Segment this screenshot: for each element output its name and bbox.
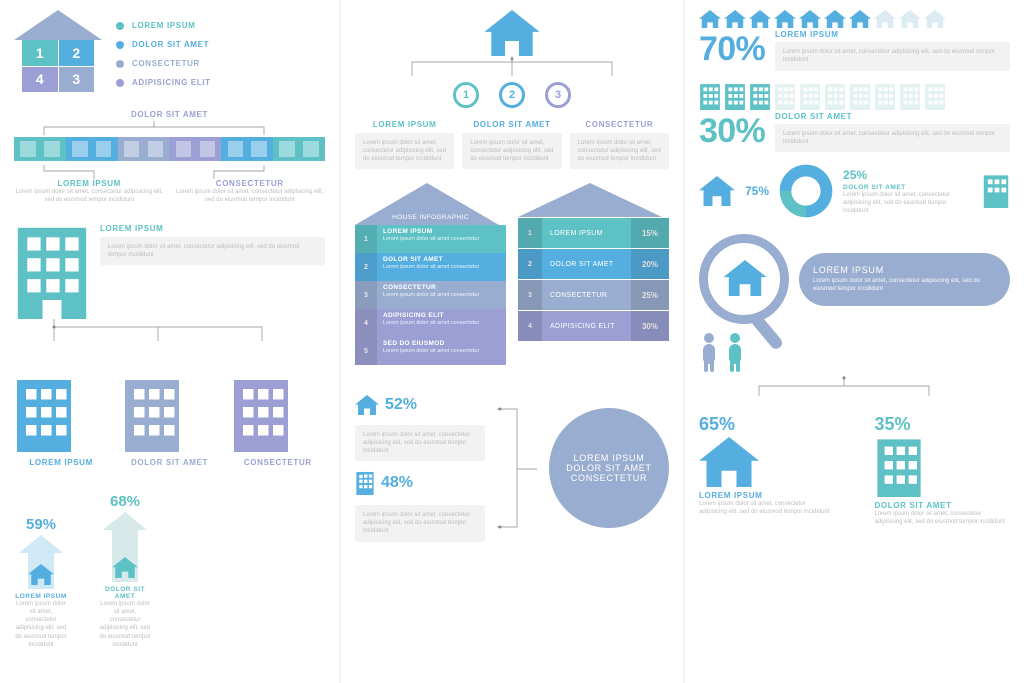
house-stack: HOUSE INFOGRAPHIC 1LOREM IPSUMLorem ipsu…	[355, 183, 506, 365]
split-item: 35%DOLOR SIT AMETLorem ipsum dolor sit a…	[875, 414, 1011, 526]
split-connector	[699, 376, 989, 396]
stack-roof-label: HOUSE INFOGRAPHIC	[355, 214, 506, 221]
building-icon	[982, 174, 1010, 208]
stat-2-pct: 30%	[699, 112, 765, 151]
donut-b-pct: 25%	[843, 168, 867, 182]
strip-left-label: LOREM IPSUM	[14, 179, 165, 188]
arrow-stat: 59%LOREM IPSUMLorem ipsum dolor sit amet…	[14, 516, 68, 649]
strip-connector-2	[14, 165, 294, 179]
three-item: DOLOR SIT AMET	[122, 377, 216, 467]
table-row: 2DOLOR SIT AMET20%	[518, 249, 669, 279]
table-row: 4ADIPISICING ELIT30%	[518, 311, 669, 341]
table-row: 1LOREM IPSUM15%	[518, 218, 669, 248]
pct-a-desc: Lorem ipsum dolor sit amet, consectetur …	[355, 425, 485, 461]
strip-connector	[14, 121, 294, 135]
split-item: 65%LOREM IPSUMLorem ipsum dolor sit amet…	[699, 414, 835, 526]
circle-l3: CONSECTETUR	[566, 473, 651, 483]
donut-b-label: DOLOR SIT AMET	[843, 184, 972, 191]
house-icon	[723, 260, 767, 296]
stat-2-label: DOLOR SIT AMET	[775, 112, 1010, 121]
tree-card: CONSECTETURLorem ipsum dolor sit amet, c…	[570, 116, 669, 169]
stat-1-desc: Lorem ipsum dolor sit amet, consectetur …	[775, 42, 1010, 70]
bullet-item: CONSECTETUR	[116, 59, 211, 68]
stat-1-label: LOREM IPSUM	[775, 30, 1010, 39]
bullet-item: ADIPISICING ELIT	[116, 78, 211, 87]
building-icon-large	[14, 224, 90, 319]
lens-pill: LOREM IPSUM Lorem ipsum dolor sit amet, …	[799, 253, 1010, 306]
tree-node: 2	[499, 82, 525, 108]
people-icons	[699, 332, 1010, 372]
strip-right-label: CONSECTETUR	[175, 179, 326, 188]
donut-b-desc: Lorem ipsum dolor sit amet, consectetur …	[843, 191, 972, 215]
icon-row-houses	[699, 10, 1010, 28]
building-strip	[14, 137, 325, 161]
bottom-connector	[497, 383, 537, 553]
icon-row-buildings	[699, 83, 1010, 111]
strip-right-desc: Lorem ipsum dolor sit amet, consectetur …	[175, 188, 326, 204]
pct-row-b: 48%	[355, 471, 485, 495]
circle-l1: LOREM IPSUM	[566, 453, 651, 463]
stack-row: 5SED DO EIUSMODLorem ipsum dolor sit ame…	[355, 337, 506, 365]
three-buildings: LOREM IPSUMDOLOR SIT AMETCONSECTETUR	[14, 377, 325, 467]
big-building-title: LOREM IPSUM	[100, 224, 325, 233]
tree-connector-1	[14, 319, 304, 341]
house-icon-root	[484, 10, 540, 56]
bullet-list: LOREM IPSUM DOLOR SIT AMET CONSECTETUR ADIP…	[116, 21, 211, 87]
pct-b-desc: Lorem ipsum dolor sit amet, consectetur …	[355, 505, 485, 541]
arrow-stat: 68%DOLOR SIT AMETLorem ipsum dolor sit a…	[98, 493, 152, 649]
bullet-item: LOREM IPSUM	[116, 21, 211, 30]
summary-circle: LOREM IPSUM DOLOR SIT AMET CONSECTETUR	[549, 408, 669, 528]
tree-node: 3	[545, 82, 571, 108]
big-building-desc: Lorem ipsum dolor sit amet, consectetur …	[100, 237, 325, 265]
magnifier-icon	[699, 234, 789, 324]
bullet-item: DOLOR SIT AMET	[116, 40, 211, 49]
lens-title: LOREM IPSUM	[813, 265, 996, 275]
column-1: 1243 LOREM IPSUMDOLOR SIT AMETCONSECTETU…	[0, 0, 339, 683]
lens-desc: Lorem ipsum dolor sit amet, consectetur …	[813, 278, 996, 294]
three-item: CONSECTETUR	[231, 377, 325, 467]
tree-node: 1	[453, 82, 479, 108]
tree-connector-2	[382, 56, 642, 76]
stack-row: 1LOREM IPSUMLorem ipsum dolor sit amet c…	[355, 225, 506, 253]
column-3: 70% LOREM IPSUM Lorem ipsum dolor sit am…	[683, 0, 1024, 683]
tree-card: DOLOR SIT AMETLorem ipsum dolor sit amet…	[462, 116, 561, 169]
three-item: LOREM IPSUM	[14, 377, 108, 467]
building-icon	[355, 471, 375, 495]
donut-chart	[779, 164, 833, 218]
pct-row-a: 52%	[355, 395, 485, 415]
circle-l2: DOLOR SIT AMET	[566, 463, 651, 473]
column-2: 123 LOREM IPSUMLorem ipsum dolor sit ame…	[339, 0, 683, 683]
house-quad: 1243	[14, 10, 102, 98]
donut-a-pct: 75%	[745, 184, 769, 198]
stat-1-pct: 70%	[699, 30, 765, 69]
house-icon	[355, 395, 379, 415]
house-icon	[699, 176, 735, 206]
stack-row: 3CONSECTETURLorem ipsum dolor sit amet c…	[355, 281, 506, 309]
pct-b: 48%	[381, 474, 413, 492]
pct-a: 52%	[385, 396, 417, 414]
arrow-stats: 59%LOREM IPSUMLorem ipsum dolor sit amet…	[14, 493, 325, 649]
table-row: 3CONSECTETUR25%	[518, 280, 669, 310]
stack-row: 4ADIPISICING ELITLorem ipsum dolor sit a…	[355, 309, 506, 337]
house-table: 1LOREM IPSUM15%2DOLOR SIT AMET20%3CONSEC…	[518, 183, 669, 365]
strip-title: DOLOR SIT AMET	[14, 110, 325, 119]
tree-card: LOREM IPSUMLorem ipsum dolor sit amet, c…	[355, 116, 454, 169]
stack-row: 2DOLOR SIT AMETLorem ipsum dolor sit ame…	[355, 253, 506, 281]
stat-2-desc: Lorem ipsum dolor sit amet, consectetur …	[775, 124, 1010, 152]
strip-left-desc: Lorem ipsum dolor sit amet, consectetur …	[14, 188, 165, 204]
